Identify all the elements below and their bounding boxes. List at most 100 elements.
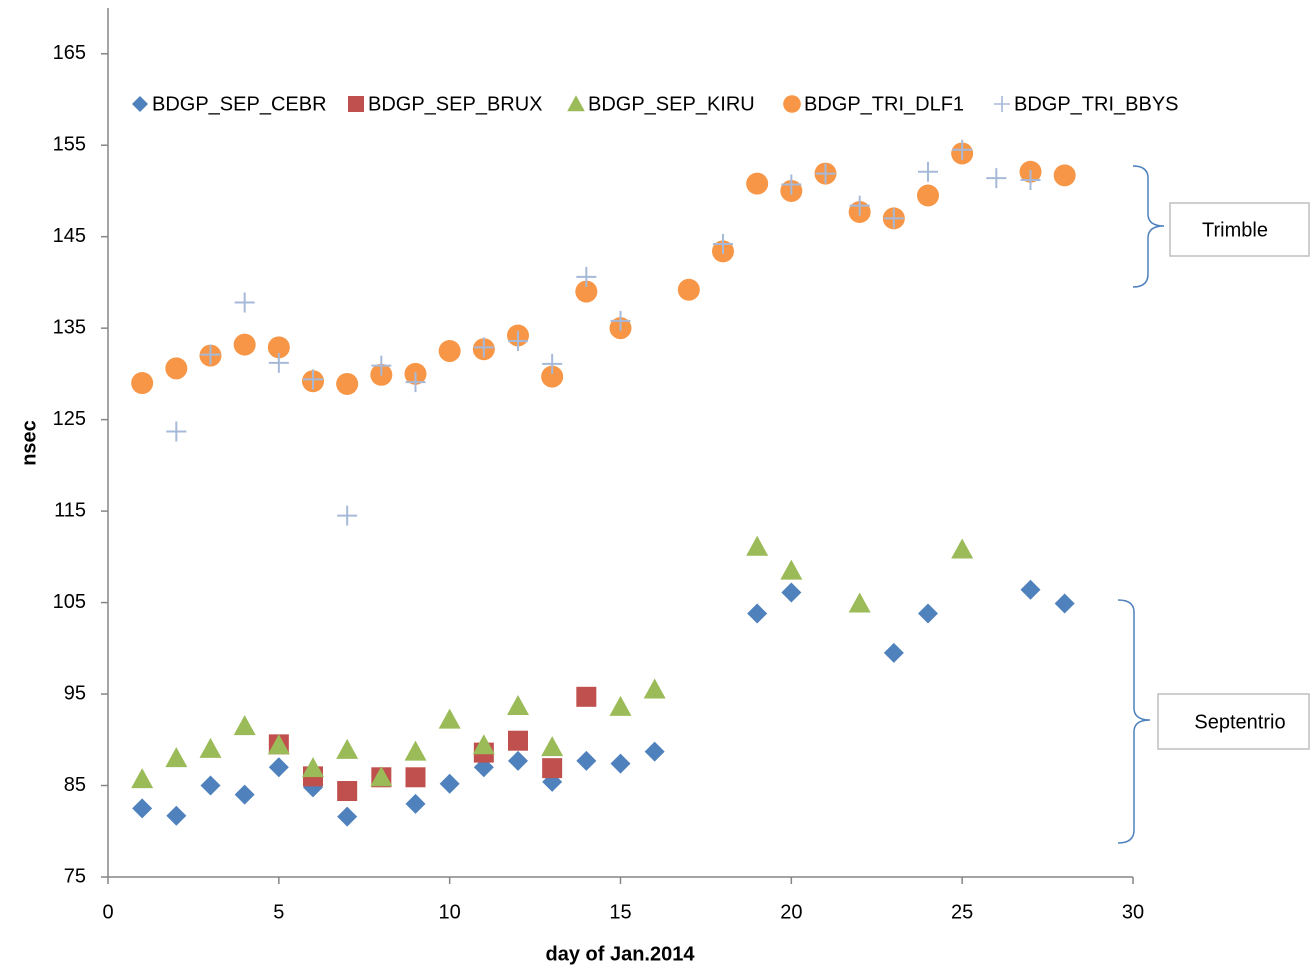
- point: [917, 184, 939, 207]
- y-tick-label: 105: [53, 591, 86, 613]
- point: [507, 694, 529, 715]
- point: [576, 750, 597, 771]
- point: [1020, 579, 1041, 600]
- point: [610, 753, 631, 774]
- legend-marker: [132, 96, 148, 112]
- point: [234, 784, 255, 805]
- point: [371, 355, 392, 376]
- point: [268, 757, 289, 778]
- point: [747, 603, 768, 624]
- point: [131, 768, 154, 789]
- point: [267, 336, 290, 359]
- point: [404, 740, 427, 761]
- point: [815, 163, 836, 184]
- x-tick-label: 0: [102, 901, 113, 923]
- legend-label: BDGP_TRI_DLF1: [804, 93, 964, 115]
- y-tick-label: 155: [53, 133, 86, 155]
- point: [233, 333, 256, 356]
- point: [918, 161, 938, 182]
- point: [472, 734, 495, 755]
- point: [336, 738, 359, 759]
- point: [336, 372, 359, 395]
- y-tick-label: 125: [53, 408, 86, 430]
- point: [303, 369, 323, 390]
- point: [1054, 593, 1075, 614]
- point: [952, 139, 973, 160]
- point: [438, 708, 461, 729]
- point: [713, 234, 733, 255]
- point: [337, 806, 358, 827]
- point: [132, 798, 153, 819]
- point: [302, 757, 324, 778]
- point: [643, 678, 666, 699]
- annotation-box: [1169, 202, 1310, 257]
- legend-label: BDGP_SEP_BRUX: [368, 93, 543, 115]
- point: [337, 781, 358, 802]
- point: [609, 695, 632, 716]
- annotation-box: [1157, 693, 1310, 750]
- bracket: [1132, 165, 1165, 288]
- point: [200, 344, 221, 365]
- y-tick-label: 95: [64, 682, 86, 704]
- point: [576, 686, 597, 707]
- point: [576, 266, 597, 287]
- point: [644, 741, 665, 762]
- point: [199, 737, 222, 758]
- point: [405, 793, 426, 814]
- point: [883, 642, 904, 663]
- legend-label: BDGP_SEP_KIRU: [588, 93, 755, 115]
- point: [438, 340, 461, 363]
- bracket: [1117, 599, 1151, 844]
- x-tick-label: 15: [609, 901, 631, 923]
- point: [508, 750, 528, 771]
- point: [166, 805, 187, 826]
- point: [268, 352, 289, 373]
- point: [848, 592, 871, 613]
- x-tick-label: 10: [439, 901, 461, 923]
- point: [405, 767, 426, 788]
- point: [542, 758, 563, 779]
- point: [575, 280, 598, 303]
- point: [1020, 169, 1041, 190]
- point: [508, 330, 528, 351]
- point: [849, 195, 870, 216]
- point: [165, 747, 188, 768]
- point: [165, 357, 188, 380]
- legend-label: BDGP_TRI_BBYS: [1014, 93, 1179, 115]
- point: [1053, 164, 1076, 187]
- y-tick-label: 115: [54, 499, 86, 521]
- point: [166, 421, 187, 442]
- x-tick-label: 20: [780, 901, 802, 923]
- point: [918, 603, 938, 624]
- legend-marker: [567, 95, 585, 112]
- point: [677, 278, 700, 301]
- point: [234, 292, 255, 313]
- point: [439, 773, 460, 794]
- point: [508, 730, 528, 751]
- point: [883, 208, 904, 229]
- point: [267, 734, 290, 755]
- annotation: Trimble: [1202, 219, 1268, 241]
- legend-label: BDGP_SEP_CEBR: [152, 93, 327, 115]
- point: [131, 372, 154, 395]
- point: [781, 582, 802, 603]
- point: [337, 505, 358, 526]
- point: [405, 372, 426, 393]
- point: [780, 559, 803, 580]
- point: [473, 337, 494, 358]
- point: [781, 174, 802, 195]
- legend-marker: [783, 95, 801, 113]
- y-tick-label: 75: [64, 865, 86, 887]
- point: [541, 736, 564, 757]
- y-tick-label: 135: [53, 316, 86, 338]
- point: [200, 775, 221, 796]
- point: [610, 310, 631, 331]
- y-axis-label: nsec: [18, 420, 40, 466]
- point: [233, 715, 256, 736]
- x-tick-label: 25: [951, 901, 973, 923]
- legend-marker: [993, 95, 1010, 112]
- point: [370, 766, 393, 787]
- annotation: Septentrio: [1194, 711, 1285, 733]
